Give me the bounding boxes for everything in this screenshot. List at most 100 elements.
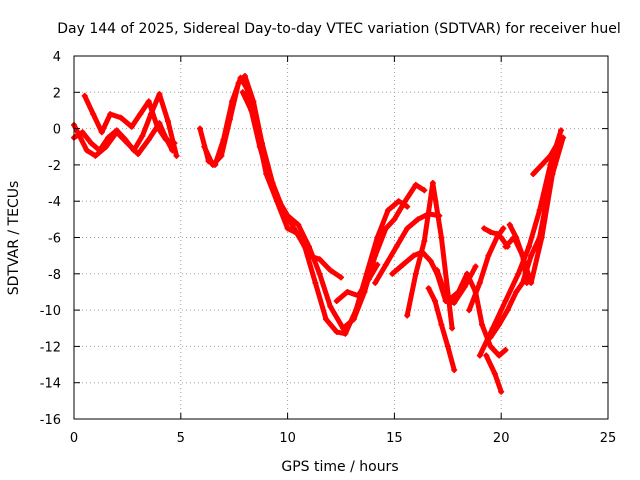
series-line bbox=[507, 222, 530, 286]
x-tick-label: 25 bbox=[600, 431, 617, 446]
data-point bbox=[429, 180, 436, 187]
data-point bbox=[113, 127, 120, 134]
series-arc-2 bbox=[71, 91, 180, 159]
data-point bbox=[130, 147, 137, 154]
data-point bbox=[316, 270, 323, 277]
series-line bbox=[404, 180, 455, 331]
data-point bbox=[333, 328, 340, 335]
data-point bbox=[98, 129, 105, 136]
data-point bbox=[248, 107, 255, 114]
data-point bbox=[145, 98, 152, 105]
data-point bbox=[389, 270, 396, 277]
data-point bbox=[128, 123, 135, 130]
data-point bbox=[438, 234, 445, 241]
data-point bbox=[487, 343, 494, 350]
y-tick-label: -8 bbox=[48, 268, 61, 283]
data-point bbox=[404, 203, 411, 210]
axis-ticks bbox=[73, 55, 609, 420]
series-arc-3 bbox=[81, 92, 178, 147]
data-point bbox=[500, 225, 507, 232]
data-point bbox=[502, 298, 509, 305]
data-point bbox=[491, 370, 498, 377]
data-point bbox=[173, 152, 180, 159]
data-point bbox=[344, 288, 351, 295]
data-point bbox=[250, 98, 257, 105]
data-point bbox=[374, 261, 381, 268]
data-point bbox=[209, 161, 216, 168]
data-point bbox=[122, 136, 129, 143]
data-point bbox=[342, 330, 349, 337]
data-point bbox=[139, 132, 146, 139]
data-point bbox=[425, 285, 432, 292]
data-point bbox=[412, 270, 419, 277]
data-point bbox=[504, 307, 511, 314]
data-point bbox=[365, 276, 372, 283]
data-point bbox=[90, 111, 97, 118]
data-point bbox=[496, 352, 503, 359]
data-point bbox=[135, 151, 142, 158]
data-point bbox=[502, 243, 509, 250]
data-point bbox=[498, 388, 505, 395]
data-point bbox=[502, 347, 509, 354]
data-point bbox=[156, 91, 163, 98]
data-point bbox=[291, 225, 298, 232]
data-point bbox=[434, 267, 441, 274]
data-point bbox=[419, 249, 426, 256]
data-point bbox=[525, 243, 532, 250]
chart-title: Day 144 of 2025, Sidereal Day-to-day VTE… bbox=[57, 21, 620, 37]
data-point bbox=[547, 152, 554, 159]
data-point bbox=[372, 279, 379, 286]
data-point bbox=[493, 230, 500, 237]
series-arc-6 bbox=[239, 89, 428, 332]
y-tick-label: -14 bbox=[40, 377, 61, 392]
data-point bbox=[284, 225, 291, 232]
data-point bbox=[404, 312, 411, 319]
x-tick-labels: 0 5 10 15 20 25 bbox=[70, 431, 616, 446]
data-point bbox=[391, 216, 398, 223]
y-tick-label: 4 bbox=[53, 50, 61, 65]
data-point bbox=[355, 292, 362, 299]
data-point bbox=[81, 92, 88, 99]
data-point bbox=[506, 221, 513, 228]
y-tick-label: -4 bbox=[48, 195, 61, 210]
data-point bbox=[316, 256, 323, 263]
series-line bbox=[530, 135, 564, 177]
series-arc-5 bbox=[201, 72, 411, 337]
data-point bbox=[476, 279, 483, 286]
data-point bbox=[384, 207, 391, 214]
data-point bbox=[515, 270, 522, 277]
data-point bbox=[485, 252, 492, 259]
data-point bbox=[105, 134, 112, 141]
data-point bbox=[164, 118, 171, 125]
data-point bbox=[476, 352, 483, 359]
y-axis-label: SDTVAR / TECUs bbox=[6, 181, 22, 296]
data-point bbox=[538, 161, 545, 168]
data-point bbox=[451, 299, 458, 306]
data-point bbox=[496, 321, 503, 328]
data-point bbox=[201, 143, 208, 150]
data-point bbox=[464, 270, 471, 277]
data-point bbox=[256, 143, 263, 150]
data-point bbox=[333, 298, 340, 305]
series-arc-11 bbox=[425, 285, 458, 373]
data-point bbox=[162, 136, 169, 143]
data-point bbox=[88, 140, 95, 147]
data-point bbox=[92, 152, 99, 159]
series-layer bbox=[71, 72, 567, 395]
data-point bbox=[498, 234, 505, 241]
data-point bbox=[197, 125, 204, 132]
x-tick-label: 5 bbox=[177, 431, 185, 446]
data-point bbox=[487, 334, 494, 341]
y-tick-label: -2 bbox=[48, 159, 61, 174]
data-point bbox=[79, 129, 86, 136]
data-point bbox=[395, 198, 402, 205]
y-tick-label: -10 bbox=[40, 304, 61, 319]
series-arc-7 bbox=[333, 261, 381, 305]
data-point bbox=[451, 366, 458, 373]
data-point bbox=[519, 252, 526, 259]
data-point bbox=[117, 114, 124, 121]
series-arc-19 bbox=[506, 221, 530, 286]
data-point bbox=[350, 316, 357, 323]
data-point bbox=[171, 140, 178, 147]
